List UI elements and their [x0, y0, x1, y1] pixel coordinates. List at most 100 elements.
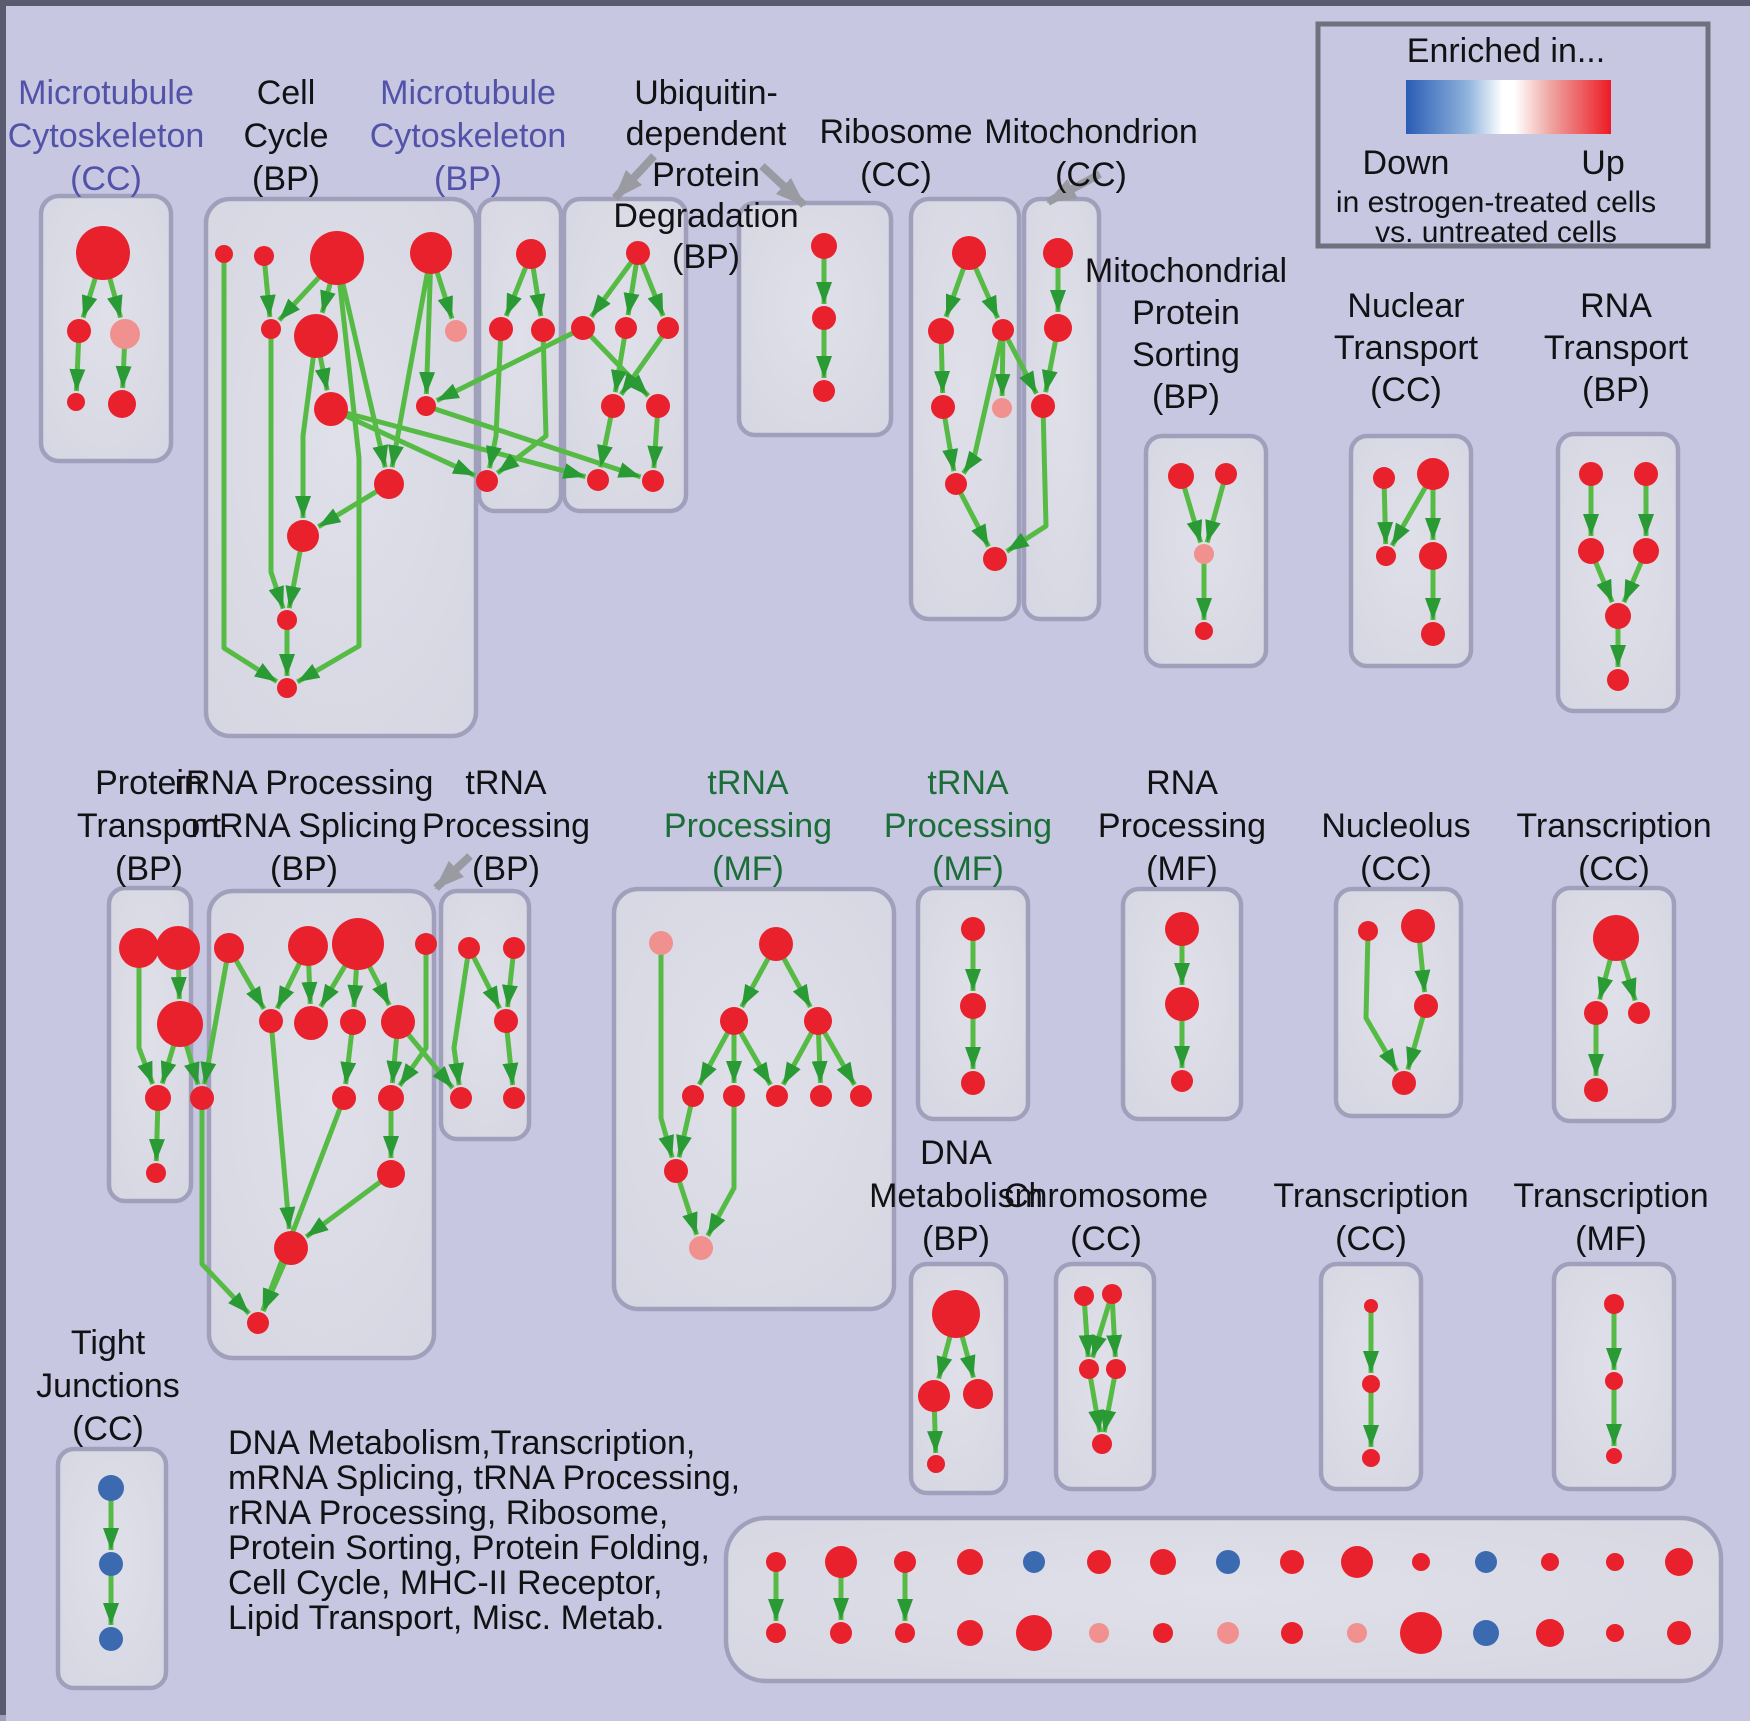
label-rna-processing: RNA Processing (MF)	[1098, 764, 1266, 888]
node-c4-red	[410, 232, 452, 274]
node-w2b-red	[830, 1622, 852, 1644]
node-nl4-red	[1392, 1071, 1416, 1095]
node-bq2-red	[503, 1087, 525, 1109]
label-transcription-cc-mid: Transcription (CC)	[1516, 807, 1711, 888]
misc-category-text: DNA Metabolism,Transcription, mRNA Splici…	[228, 1424, 740, 1637]
label-protein-transport: Protein Transport (BP)	[77, 764, 222, 888]
node-w12b-blue	[1473, 1620, 1499, 1646]
label-trna-mf-2: tRNA Processing (MF)	[884, 764, 1052, 888]
node-c5-red	[261, 319, 281, 339]
label-trna-bp: tRNA Processing (BP)	[422, 764, 590, 888]
node-t1-red	[214, 933, 244, 963]
node-w9b-red	[1281, 1622, 1303, 1644]
edge-m1r-j1	[268, 1020, 296, 1230]
node-rt1-red	[1579, 462, 1603, 486]
node-p3-red	[157, 1001, 203, 1047]
node-s1-red	[377, 1160, 405, 1188]
node-ge-red	[850, 1085, 872, 1107]
node-d4-red	[927, 1455, 945, 1473]
edge-nl1-nl4	[1363, 930, 1400, 1073]
edge-g0-gj	[658, 943, 675, 1159]
edge-u0-ua	[589, 251, 641, 319]
node-p5-red	[146, 1163, 166, 1183]
pointer-arrow-mitochondrion	[1046, 170, 1102, 206]
node-rt5-red	[1605, 603, 1631, 629]
figure-canvas: Microtubule Cytoskeleton (CC) Cell Cycle (BP)…	[6, 6, 1750, 1721]
node-w4t-red	[957, 1549, 983, 1575]
node-a4-red	[67, 393, 85, 411]
node-ms2-red	[1215, 463, 1237, 485]
cluster-transcription-cc-mid	[1551, 885, 1677, 1124]
cluster-ubiquitin-1	[561, 196, 689, 514]
node-w10t-red	[1341, 1546, 1373, 1578]
label-tight-junctions: Tight Junctions (CC)	[36, 1324, 180, 1448]
node-gb-red	[723, 1085, 745, 1107]
edge-nt1-nt3	[1377, 477, 1394, 545]
node-m3-red	[1031, 394, 1055, 418]
node-h1-red	[961, 917, 985, 941]
node-x1-red	[1364, 1299, 1378, 1313]
label-trna-mf-1: tRNA Processing (MF)	[664, 764, 832, 888]
node-t4-red	[415, 933, 437, 955]
node-x2-red	[1362, 1375, 1380, 1393]
node-r3-red	[992, 319, 1014, 341]
label-ubiquitin: Ubiquitin-dependent Protein Degradation (BP…	[613, 74, 798, 276]
node-a2-red	[67, 319, 91, 343]
node-rt4-red	[1633, 538, 1659, 564]
edge-c9-mb4	[329, 406, 477, 478]
node-h2-red	[960, 993, 986, 1019]
node-h3-red	[961, 1071, 985, 1095]
edge-px-f1	[199, 1098, 251, 1316]
node-mb2-red	[489, 317, 513, 341]
node-px-red	[190, 1086, 214, 1110]
node-ug-red	[642, 470, 664, 492]
node-k2-red	[1165, 987, 1199, 1021]
node-w13b-red	[1536, 1619, 1564, 1647]
edge-bt1-bm	[466, 946, 502, 1010]
node-w9t-red	[1280, 1550, 1304, 1574]
node-gj-red	[664, 1159, 688, 1183]
node-f1-red	[247, 1312, 269, 1334]
node-nl3-red	[1414, 994, 1438, 1018]
node-v1-red	[811, 233, 837, 259]
node-a1-red	[76, 226, 130, 280]
node-r4-red	[931, 395, 955, 419]
node-j1-red	[274, 1231, 308, 1265]
edge-r6-r7	[953, 482, 991, 548]
node-q2-red	[378, 1085, 404, 1111]
edge-t1-px	[200, 947, 232, 1085]
legend-down-label: Down	[1363, 144, 1450, 182]
node-w1t-red	[766, 1552, 786, 1572]
edge-t4-q2	[397, 944, 429, 1088]
node-tj3-blue	[99, 1627, 123, 1651]
edge-ch3-ch5	[1086, 1368, 1105, 1433]
node-w5t-blue	[1023, 1551, 1045, 1573]
node-ms1-red	[1168, 463, 1194, 489]
node-m1-red	[1043, 238, 1073, 268]
node-d3-red	[963, 1379, 993, 1409]
node-m4r-red	[381, 1005, 415, 1039]
node-w3b-red	[895, 1623, 915, 1643]
label-rna-transport: RNA Transport (BP)	[1544, 287, 1689, 409]
node-m1r-red	[259, 1009, 283, 1033]
node-ua-red	[571, 316, 595, 340]
node-ch5-red	[1092, 1434, 1112, 1454]
node-y2-red	[1605, 1372, 1623, 1390]
node-w11b-red	[1400, 1612, 1442, 1654]
node-w5b-red	[1016, 1615, 1052, 1651]
node-w14t-red	[1606, 1553, 1624, 1571]
node-w2t-red	[825, 1546, 857, 1578]
node-w7b-red	[1153, 1623, 1173, 1643]
node-bq1-red	[450, 1087, 472, 1109]
node-tj1-blue	[98, 1475, 124, 1501]
edge-c9-uf	[330, 406, 587, 480]
node-m2-red	[1044, 314, 1072, 342]
node-w11t-red	[1412, 1553, 1430, 1571]
node-uc-red	[657, 317, 679, 339]
node-w6b-pink	[1089, 1623, 1109, 1643]
edge-ch2-ch3	[1090, 1293, 1115, 1359]
node-nt4-red	[1419, 542, 1447, 570]
node-tc3-red	[1628, 1002, 1650, 1024]
pointer-arrow-ubiquitin-right	[759, 163, 807, 208]
